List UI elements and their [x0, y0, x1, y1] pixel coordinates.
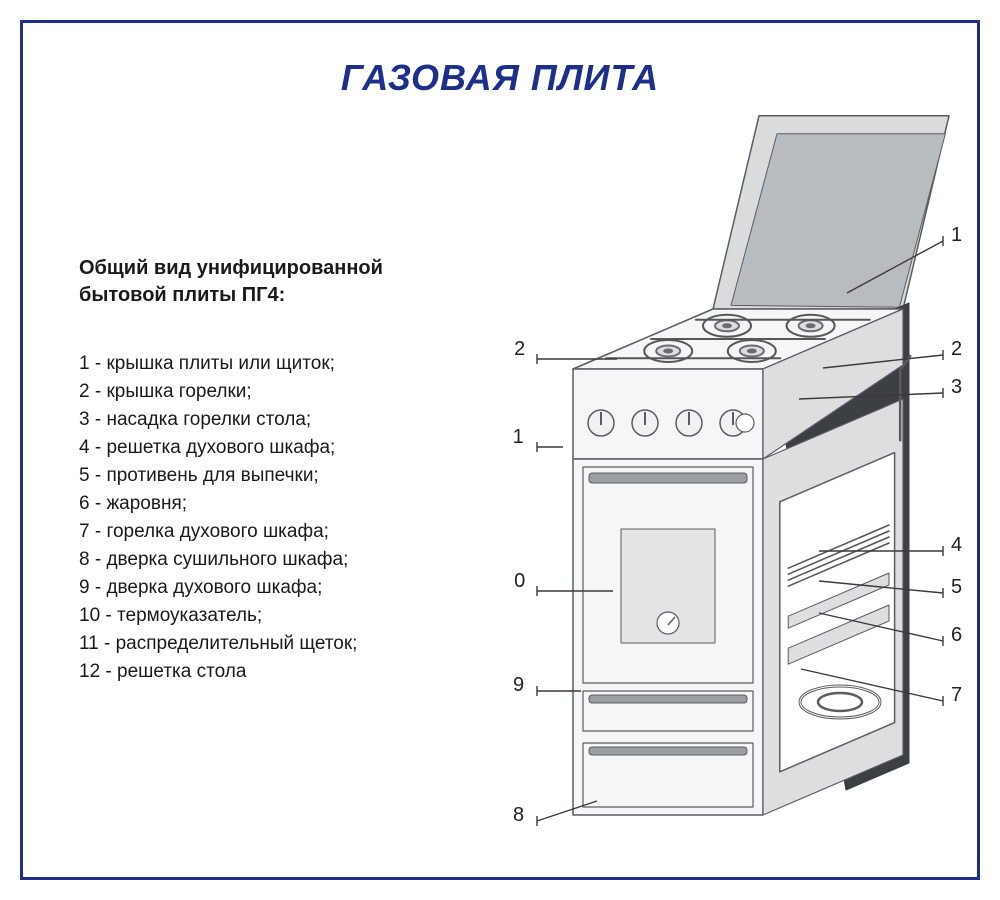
legend-item: 10 - термоуказатель; [79, 605, 499, 627]
legend-item: 1 - крышка плиты или щиток; [79, 353, 499, 375]
callout-number: 3 [951, 376, 962, 398]
callout-number: 11 [513, 426, 524, 448]
legend-item: 2 - крышка горелки; [79, 381, 499, 403]
subtitle-line-1: Общий вид унифицированной [79, 257, 383, 279]
callout-number: 6 [951, 624, 962, 646]
legend-item: 7 - горелка духового шкафа; [79, 521, 499, 543]
title: ГАЗОВАЯ ПЛИТА [23, 57, 977, 99]
callout-number: 7 [951, 684, 962, 706]
legend-item: 4 - решетка духового шкафа; [79, 437, 499, 459]
legend-item: 3 - насадка горелки стола; [79, 409, 499, 431]
stove-diagram: 123456789101112 [513, 113, 983, 873]
subtitle-line-2: бытовой плиты ПГ4: [79, 284, 285, 306]
callout-number: 4 [951, 534, 962, 556]
callout-number: 12 [513, 338, 525, 360]
callout-number: 8 [513, 804, 524, 826]
callout-number: 2 [951, 338, 962, 360]
legend-item: 11 - распределительный щеток; [79, 633, 499, 655]
callout-number: 10 [513, 570, 525, 592]
legend-item: 6 - жаровня; [79, 493, 499, 515]
info-card-frame: ГАЗОВАЯ ПЛИТА Общий вид унифицированной … [20, 20, 980, 880]
subtitle: Общий вид унифицированной бытовой плиты … [79, 255, 499, 309]
callout-number: 5 [951, 576, 962, 598]
legend-item: 9 - дверка духового шкафа; [79, 577, 499, 599]
legend-list: 1 - крышка плиты или щиток; 2 - крышка го… [79, 353, 499, 689]
legend-item: 5 - противень для выпечки; [79, 465, 499, 487]
callout-number: 1 [951, 224, 962, 246]
stove-svg: 123456789101112 [513, 113, 983, 873]
legend-item: 12 - решетка стола [79, 661, 499, 683]
legend-item: 8 - дверка сушильного шкафа; [79, 549, 499, 571]
callout-number: 9 [513, 674, 524, 696]
